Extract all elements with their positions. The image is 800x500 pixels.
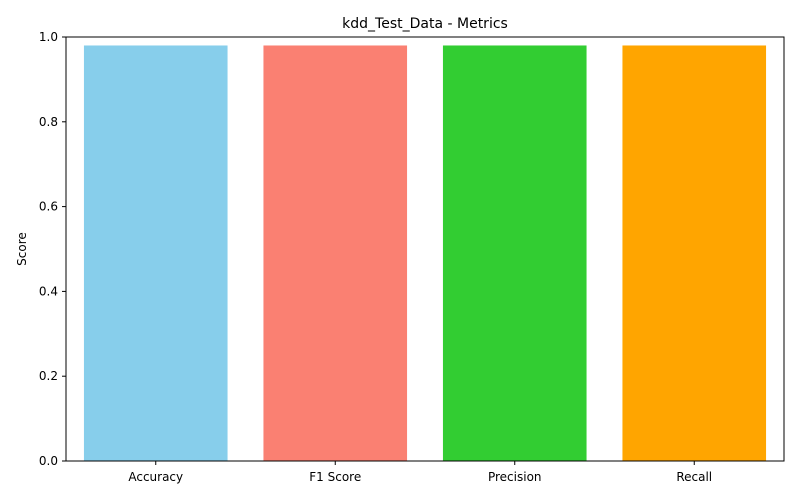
bar-precision	[442, 45, 587, 461]
x-tick-label: Precision	[488, 470, 542, 484]
y-tick-label: 0.4	[39, 284, 58, 298]
y-tick-label: 0.6	[39, 200, 58, 214]
plot-area: Accuracy F1 Score Precision Recall 0.0 0.2 0.4…	[39, 30, 785, 484]
bar-f1-score	[263, 45, 408, 461]
y-tick-label: 0.8	[39, 115, 58, 129]
x-tick-label: F1 Score	[309, 470, 361, 484]
y-tick-label: 0.0	[39, 454, 58, 468]
axes-frame	[65, 36, 785, 462]
bar-recall	[622, 45, 767, 461]
bar-accuracy	[83, 45, 228, 461]
y-axis-title: Score	[15, 232, 29, 266]
y-tick-label: 0.2	[39, 369, 58, 383]
x-tick-label: Accuracy	[128, 470, 183, 484]
y-tick-label: 1.0	[39, 30, 58, 44]
x-tick-label: Recall	[676, 470, 712, 484]
chart-title: kdd_Test_Data - Metrics	[342, 16, 508, 32]
